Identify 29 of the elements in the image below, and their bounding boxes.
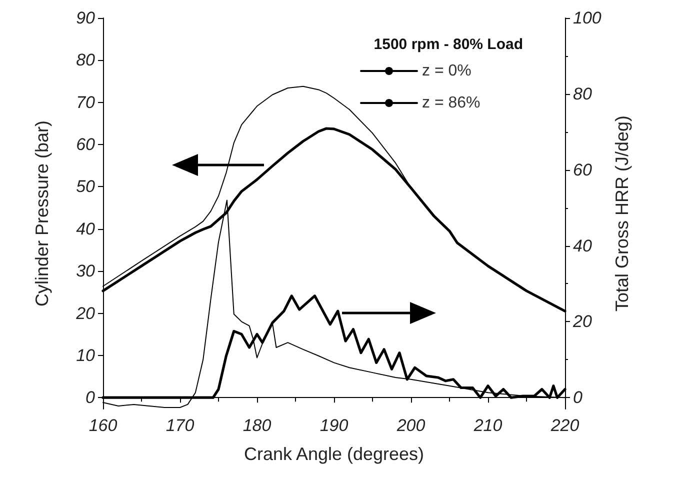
x-tick-label: 190 — [320, 416, 349, 435]
x-tick-label: 170 — [166, 416, 195, 435]
y-tick-label: 90 — [76, 8, 96, 28]
y-tick-label: 30 — [76, 262, 96, 281]
y-tick-label: 40 — [76, 219, 96, 238]
legend-title: 1500 rpm - 80% Load — [374, 36, 524, 53]
y-tick-label: 50 — [76, 177, 96, 196]
x-axis-title: Crank Angle (degrees) — [244, 444, 424, 464]
y-tick-label: 70 — [76, 92, 96, 112]
y2-tick-label: 60 — [573, 160, 592, 180]
x-tick-label: 210 — [472, 416, 503, 435]
y2-tick-label: 40 — [573, 236, 592, 256]
y-axis-title: Cylinder Pressure (bar) — [32, 120, 52, 307]
x-tick-label: 220 — [550, 416, 580, 435]
y-tick-label: 10 — [76, 346, 96, 365]
y2-tick-label: 20 — [572, 312, 592, 332]
y2-tick-label: 100 — [573, 8, 602, 28]
legend-label: z = 0% — [422, 62, 472, 80]
y-tick-label: 20 — [75, 304, 96, 323]
y-tick-label: 80 — [76, 50, 96, 70]
y-tick-label: 60 — [76, 135, 96, 154]
y-tick-label: 0 — [86, 388, 96, 408]
legend-label: z = 86% — [422, 94, 480, 112]
y2-tick-label: 0 — [573, 388, 583, 408]
y2-axis-title: Total Gross HRR (J/deg) — [612, 115, 632, 312]
x-tick-label: 160 — [88, 416, 118, 435]
y2-tick-label: 80 — [573, 84, 592, 104]
x-tick-label: 180 — [242, 416, 272, 435]
x-tick-label: 200 — [396, 416, 426, 435]
